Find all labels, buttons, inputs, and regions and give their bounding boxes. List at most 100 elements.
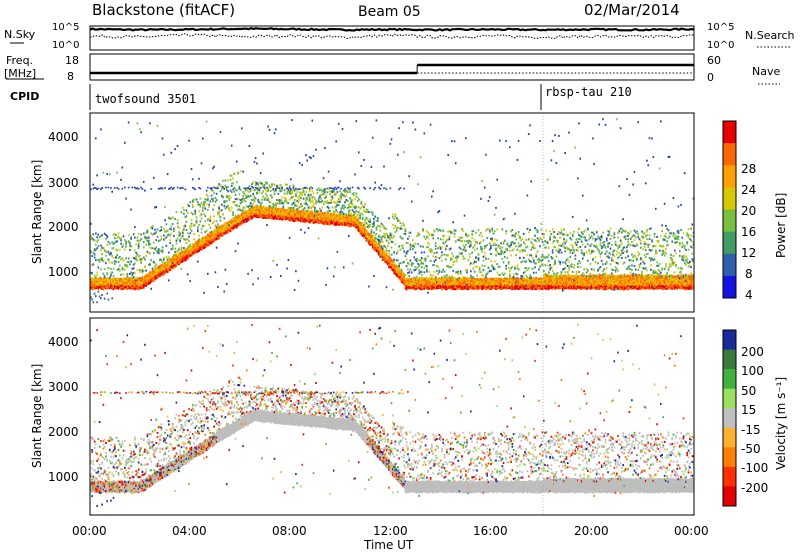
scatter-cell [151, 247, 154, 250]
scatter-cell [150, 226, 153, 229]
scatter-cell [117, 261, 120, 264]
scatter-cell [487, 286, 490, 289]
scatter-cell [205, 198, 208, 201]
scatter-cell [249, 209, 252, 212]
scatter-cell [121, 268, 124, 271]
scatter-cell [463, 214, 466, 217]
scatter-cell [501, 287, 504, 291]
scatter-cell [446, 282, 448, 285]
scatter-cell [501, 246, 504, 249]
scatter-cell [214, 187, 217, 189]
scatter-cell [454, 283, 457, 286]
scatter-cell [378, 239, 380, 241]
scatter-cell [449, 285, 452, 288]
scatter-cell [419, 283, 422, 286]
scatter-cell [191, 186, 194, 189]
scatter-cell [326, 222, 329, 225]
scatter-cell [246, 187, 248, 190]
scatter-cell [488, 269, 491, 272]
scatter-cell [504, 286, 506, 289]
scatter-cell [324, 188, 326, 190]
scatter-cell [223, 228, 226, 231]
scatter-cell [127, 257, 130, 260]
scatter-cell [355, 221, 358, 224]
scatter-cell [116, 287, 119, 290]
scatter-cell [136, 269, 139, 272]
scatter-cell [125, 257, 127, 260]
scatter-cell [506, 249, 509, 252]
scatter-cell [160, 235, 163, 238]
scatter-cell [327, 201, 330, 204]
scatter-cell [443, 242, 446, 245]
scatter-cell [380, 236, 383, 239]
scatter-cell [399, 262, 402, 265]
scatter-cell [298, 205, 301, 208]
scatter-cell [521, 260, 524, 263]
scatter-cell [449, 258, 452, 261]
scatter-cell [257, 213, 260, 216]
scatter-cell [302, 211, 305, 214]
scatter-cell [414, 282, 417, 286]
scatter-cell [305, 214, 307, 217]
scatter-cell [520, 243, 523, 246]
scatter-cell [242, 211, 244, 214]
scatter-cell [512, 282, 515, 285]
scatter-cell [389, 187, 392, 190]
scatter-cell [295, 194, 297, 197]
scatter-cell [412, 278, 414, 281]
scatter-cell [332, 190, 335, 193]
scatter-cell [203, 246, 205, 250]
scatter-cell [524, 267, 526, 270]
scatter-cell [419, 277, 422, 280]
scatter-cell [306, 219, 309, 222]
scatter-cell [308, 190, 311, 193]
scatter-cell [308, 197, 311, 200]
scatter-cell [381, 255, 384, 258]
scatter-cell [434, 245, 437, 248]
scatter-cell [349, 225, 351, 228]
scatter-cell [220, 227, 223, 230]
scatter-cell [451, 258, 453, 261]
scatter-cell [160, 249, 163, 252]
scatter-cell [164, 268, 166, 271]
scatter-cell [247, 213, 249, 216]
scatter-cell [173, 234, 175, 237]
scatter-cell [447, 277, 450, 280]
freq-label: Freq. [6, 54, 33, 67]
scatter-cell [202, 238, 204, 241]
scatter-cell [300, 214, 302, 217]
scatter-cell [259, 202, 262, 205]
scatter-cell [101, 246, 103, 249]
scatter-cell [463, 257, 466, 260]
scatter-cell [298, 217, 301, 220]
scatter-cell [135, 243, 137, 246]
scatter-cell [111, 278, 114, 282]
scatter-cell [348, 223, 350, 226]
scatter-cell [293, 212, 296, 215]
scatter-cell [217, 237, 219, 240]
scatter-cell [135, 287, 137, 290]
scatter-cell [433, 264, 436, 267]
scatter-cell [447, 283, 450, 286]
scatter-cell [527, 238, 530, 241]
scatter-cell [176, 257, 179, 260]
scatter-cell [115, 283, 117, 286]
scatter-cell [509, 269, 511, 272]
scatter-cell [134, 249, 136, 252]
scatter-cell [122, 277, 125, 280]
scatter-cell [342, 217, 345, 220]
scatter-cell [359, 221, 361, 224]
scatter-cell [126, 282, 129, 285]
scatter-cell [317, 215, 320, 219]
scatter-cell [129, 244, 131, 247]
scatter-cell [348, 206, 350, 209]
scatter-cell [340, 213, 343, 216]
scatter-cell [454, 162, 457, 165]
scatter-cell [417, 231, 419, 234]
scatter-cell [213, 240, 215, 243]
scatter-cell [466, 280, 468, 283]
scatter-cell [428, 282, 431, 285]
scatter-cell [403, 275, 405, 278]
scatter-cell [301, 215, 304, 218]
scatter-cell [215, 192, 218, 195]
